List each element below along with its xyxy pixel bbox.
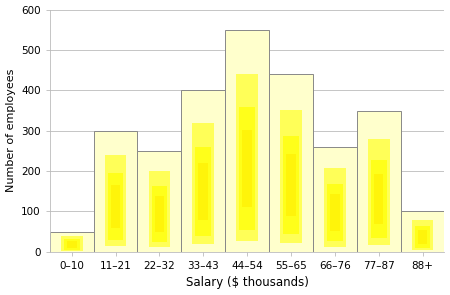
Bar — [236, 74, 258, 241]
Bar — [371, 160, 387, 238]
Bar — [50, 232, 94, 252]
Bar — [269, 74, 313, 252]
Bar — [330, 194, 340, 231]
Bar — [154, 196, 164, 232]
Bar — [195, 147, 211, 236]
Bar — [181, 90, 225, 252]
Bar — [148, 171, 170, 247]
Bar — [108, 173, 123, 240]
Bar — [67, 241, 76, 248]
X-axis label: Salary ($ thousands): Salary ($ thousands) — [186, 276, 309, 289]
Bar — [111, 185, 120, 228]
Bar — [225, 30, 269, 252]
Bar — [327, 183, 342, 241]
Y-axis label: Number of employees: Number of employees — [5, 69, 16, 192]
Bar — [152, 186, 167, 242]
Bar — [105, 155, 126, 246]
Bar — [239, 107, 255, 230]
Bar — [400, 212, 445, 252]
Bar — [198, 163, 208, 219]
Bar — [280, 110, 302, 243]
Bar — [64, 239, 80, 250]
Bar — [242, 130, 252, 207]
Bar — [412, 219, 433, 250]
Bar — [61, 236, 82, 251]
Bar — [368, 139, 390, 245]
Bar — [286, 154, 296, 216]
Bar — [357, 111, 400, 252]
Bar — [313, 147, 357, 252]
Bar — [374, 174, 383, 224]
Bar — [418, 230, 428, 244]
Bar — [94, 131, 137, 252]
Bar — [193, 123, 214, 244]
Bar — [137, 151, 181, 252]
Bar — [415, 226, 430, 248]
Bar — [283, 136, 299, 234]
Bar — [324, 168, 346, 247]
